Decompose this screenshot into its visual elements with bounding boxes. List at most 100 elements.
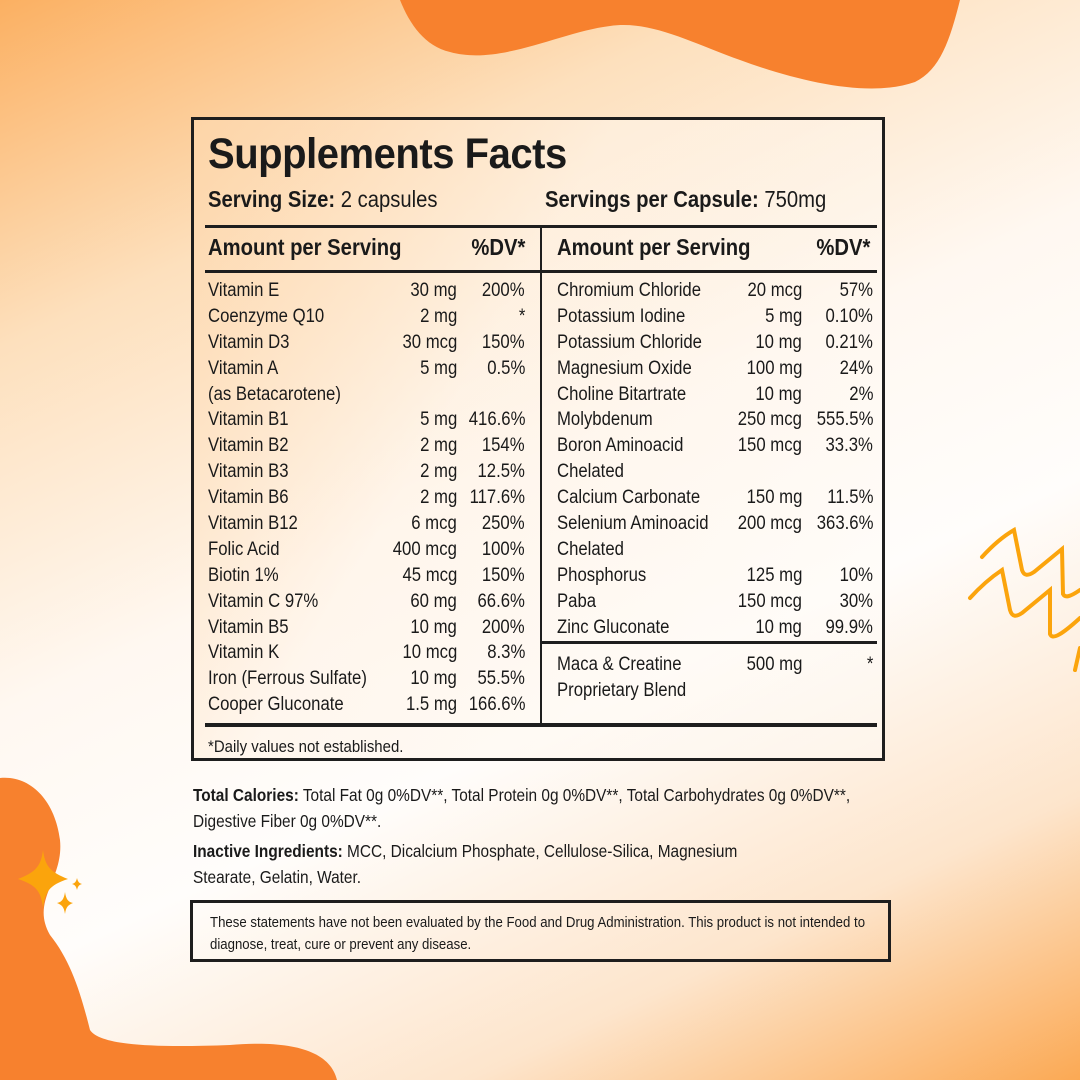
nutrient-dv: 200% <box>482 280 525 301</box>
nutrient-name: Vitamin K <box>208 642 280 664</box>
total-calories-text: Total Fat 0g 0%DV**, Total Protein 0g 0%… <box>193 785 851 831</box>
nutrient-amount: 60 mg <box>410 590 457 612</box>
nutrient-name: (as Betacarotene) <box>208 383 341 405</box>
panel-title: Supplements Facts <box>208 130 567 178</box>
fda-disclaimer-text: These statements have not been evaluated… <box>210 914 866 953</box>
nutrient-amount: 2 mg <box>419 461 457 483</box>
nutrient-row: Vitamin E 30 mg 200% <box>208 278 525 304</box>
nutrient-name: Vitamin C 97% <box>208 590 319 612</box>
nutrient-amount: 150 mg <box>746 487 802 509</box>
nutrient-row: Vitamin B3 2 mg 12.5% <box>208 459 525 485</box>
blend-row: Maca & Creatine 500 mg * <box>557 652 873 678</box>
nutrient-row: Choline Bitartrate 10 mg 2% <box>557 382 873 408</box>
inactive-ingredients: Inactive Ingredients: MCC, Dicalcium Pho… <box>193 839 897 890</box>
servings-per-capsule: Servings per Capsule: 750mg <box>545 186 826 213</box>
nutrient-amount: 10 mg <box>410 668 457 690</box>
nutrient-row: Vitamin B2 2 mg 154% <box>208 433 525 459</box>
nutrient-name: Zinc Gluconate <box>557 616 670 638</box>
nutrient-dv: 363.6% <box>816 513 873 535</box>
blend-row-line2: Proprietary Blend <box>557 678 873 704</box>
nutrient-amount: 10 mg <box>755 616 802 638</box>
inactive-ingredients-text-line2: Stearate, Gelatin, Water. <box>193 866 362 887</box>
supplement-facts-panel: Supplements Facts Serving Size: 2 capsul… <box>191 117 885 761</box>
nutrient-amount: 30 mcg <box>402 331 457 353</box>
nutrient-dv: 117.6% <box>469 487 525 509</box>
daily-values-footnote: *Daily values not established. <box>208 737 404 756</box>
nutrient-amount: 125 mg <box>746 564 802 586</box>
nutrient-dv: 10% <box>839 564 873 586</box>
nutrient-amount: 6 mcg <box>411 513 457 535</box>
nutrient-name: Boron Aminoacid <box>557 435 684 457</box>
nutrient-dv: 24% <box>839 357 873 379</box>
nutrient-row: Zinc Gluconate 10 mg 99.9% <box>557 615 873 641</box>
nutrient-dv: 11.5% <box>826 487 873 509</box>
nutrient-amount: 400 mcg <box>392 538 457 560</box>
sparkle-icon <box>18 850 82 914</box>
total-calories-label: Total Calories: <box>193 785 299 805</box>
nutrient-dv: 166.6% <box>468 694 525 716</box>
nutrient-dv: 0.10% <box>825 305 873 327</box>
nutrient-dv: 200% <box>482 616 525 638</box>
nutrient-amount: 30 mg <box>410 280 457 301</box>
nutrient-row: Vitamin B5 10 mg 200% <box>208 615 525 641</box>
nutrient-name: Vitamin B2 <box>208 435 289 457</box>
nutrient-amount: 5 mg <box>419 409 457 431</box>
nutrient-dv: 150% <box>482 331 525 353</box>
blend-name-line2: Proprietary Blend <box>557 679 687 701</box>
nutrient-row: Molybdenum 250 mcg 555.5% <box>557 407 873 433</box>
nutrient-amount: 1.5 mg <box>405 694 457 716</box>
nutrient-name: Choline Bitartrate <box>557 383 687 405</box>
nutrient-row: Iron (Ferrous Sulfate) 10 mg 55.5% <box>208 666 525 692</box>
nutrient-dv: 154% <box>482 435 525 457</box>
right-nutrient-list: Chromium Chloride 20 mcg 57% Potassium Iodi… <box>557 278 873 640</box>
nutrient-amount: 2 mg <box>419 435 457 457</box>
nutrient-dv: 0.5% <box>486 357 525 379</box>
nutrient-name: Vitamin E <box>208 280 280 301</box>
nutrient-dv: 33.3% <box>825 435 873 457</box>
nutrient-name: Molybdenum <box>557 409 653 431</box>
servings-per-capsule-value: 750mg <box>758 186 827 212</box>
nutrient-name: Vitamin B12 <box>208 513 298 535</box>
total-calories: Total Calories: Total Fat 0g 0%DV**, Tot… <box>193 783 897 834</box>
nutrient-dv: 99.9% <box>825 616 873 638</box>
nutrient-dv: 555.5% <box>816 409 873 431</box>
blend-amount: 500 mg <box>746 654 802 675</box>
nutrient-row: Vitamin D3 30 mcg 150% <box>208 330 525 356</box>
fda-disclaimer-box: These statements have not been evaluated… <box>190 900 891 962</box>
nutrient-row: Biotin 1% 45 mcg 150% <box>208 563 525 589</box>
nutrient-name: Chromium Chloride <box>557 280 702 301</box>
nutrient-name: Iron (Ferrous Sulfate) <box>208 668 367 690</box>
serving-size-label: Serving Size: <box>208 186 336 212</box>
nutrient-amount: 100 mg <box>746 357 802 379</box>
nutrient-dv: 0.21% <box>825 331 873 353</box>
nutrient-name: Folic Acid <box>208 538 280 560</box>
right-header-amount: Amount per Serving <box>557 234 751 260</box>
nutrient-row: Vitamin K 10 mcg 8.3% <box>208 640 525 666</box>
nutrient-row: Phosphorus 125 mg 10% <box>557 563 873 589</box>
nutrient-row: Chelated <box>557 459 873 485</box>
proprietary-blend: Maca & Creatine 500 mg * Proprietary Ble… <box>557 652 873 704</box>
nutrient-name: Potassium Iodine <box>557 305 686 327</box>
nutrient-row: Vitamin B12 6 mcg 250% <box>208 511 525 537</box>
nutrient-dv: 250% <box>482 513 525 535</box>
nutrient-name: Chelated <box>557 461 624 483</box>
nutrient-row: Vitamin B1 5 mg 416.6% <box>208 407 525 433</box>
nutrient-row: Vitamin B6 2 mg 117.6% <box>208 485 525 511</box>
nutrient-amount: 200 mcg <box>737 513 802 535</box>
nutrient-amount: 2 mg <box>419 487 457 509</box>
nutrient-row: Vitamin A 5 mg 0.5% <box>208 356 525 382</box>
nutrient-row: Potassium Chloride 10 mg 0.21% <box>557 330 873 356</box>
nutrient-name: Vitamin B6 <box>208 487 289 509</box>
nutrient-name: Calcium Carbonate <box>557 487 701 509</box>
nutrient-row: Paba 150 mcg 30% <box>557 589 873 615</box>
nutrient-dv: 150% <box>482 564 525 586</box>
nutrient-name: Biotin 1% <box>208 564 279 586</box>
header-bottom-divider <box>205 270 877 273</box>
nutrient-row: Folic Acid 400 mcg 100% <box>208 537 525 563</box>
nutrient-name: Magnesium Oxide <box>557 357 692 379</box>
nutrient-name: Vitamin D3 <box>208 331 290 353</box>
nutrient-row: Calcium Carbonate 150 mg 11.5% <box>557 485 873 511</box>
nutrient-amount: 2 mg <box>419 305 457 327</box>
nutrient-dv: 8.3% <box>486 642 525 664</box>
